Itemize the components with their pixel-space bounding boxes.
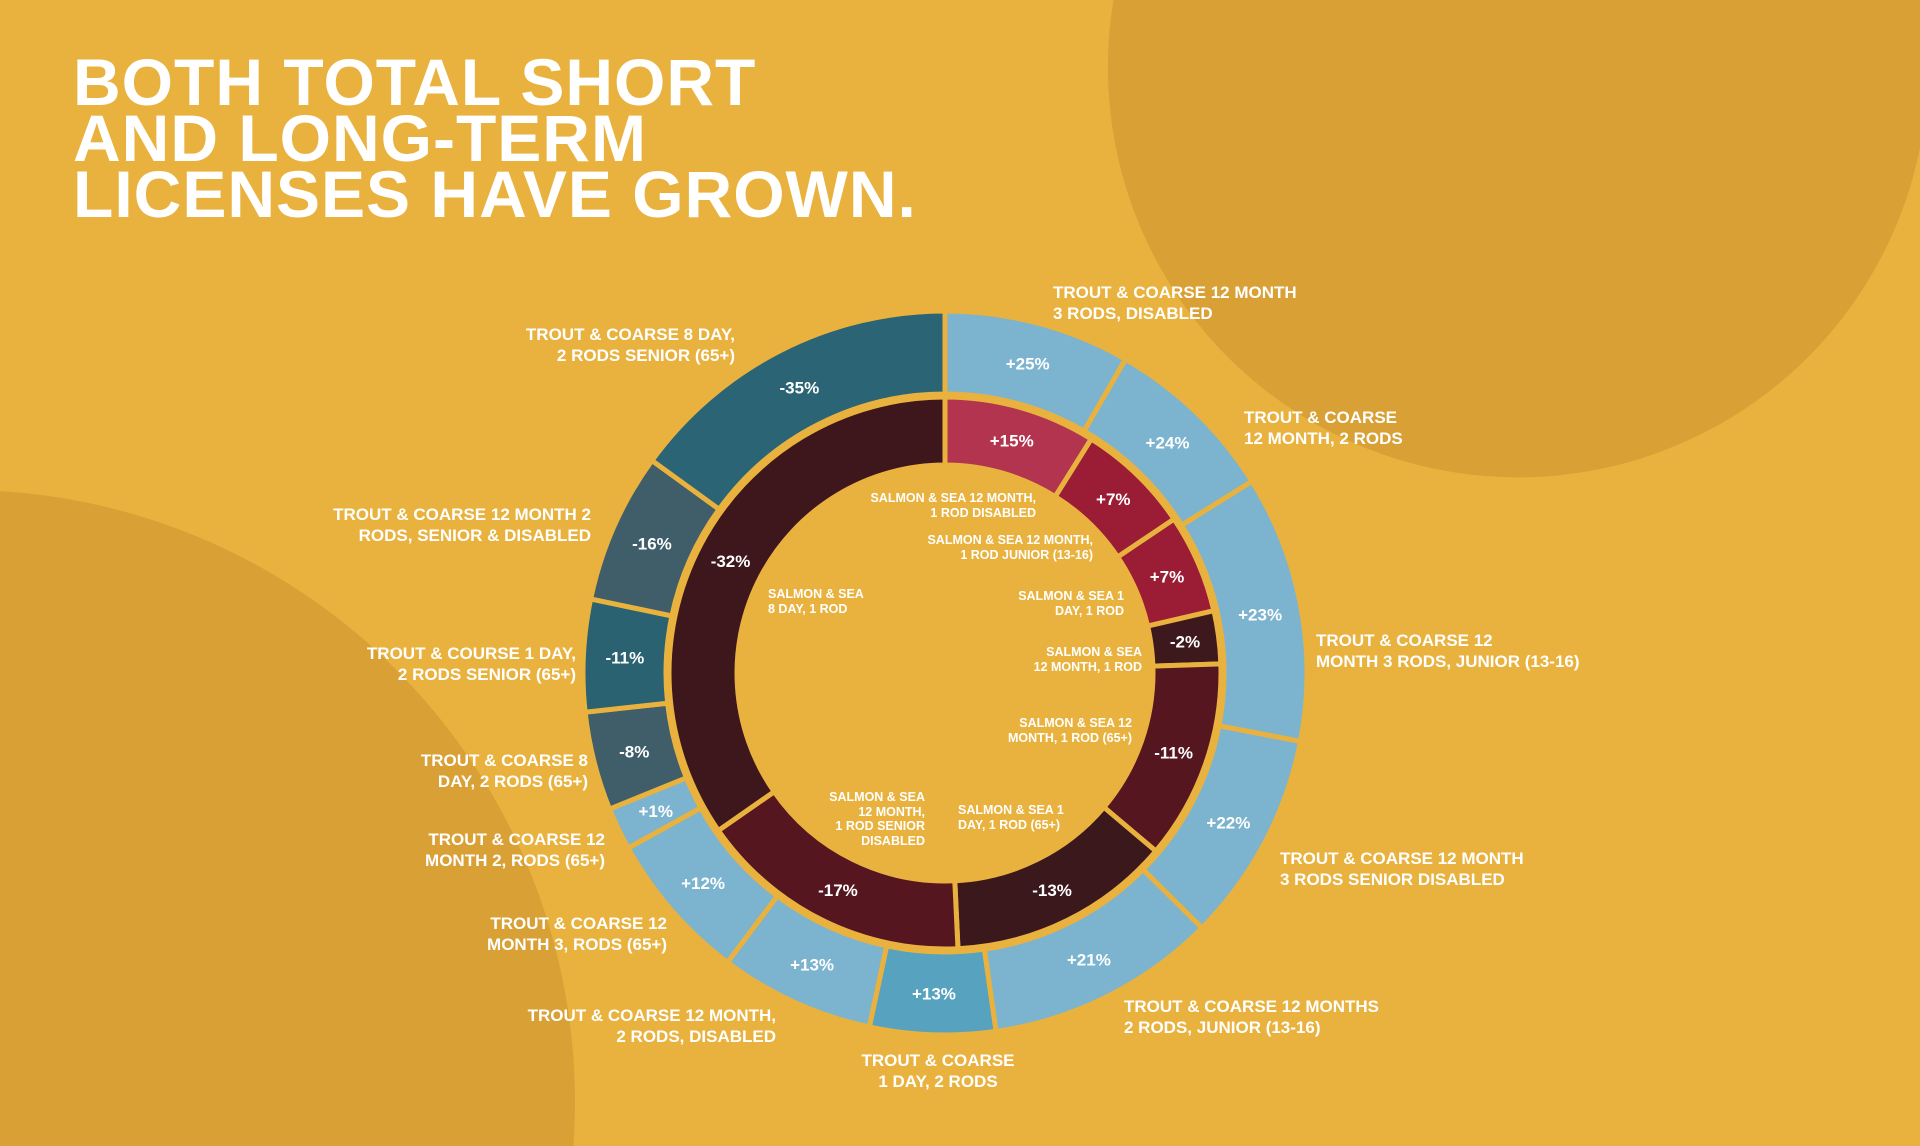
inner-label: SALMON & SEA 12 MONTH, 1 ROD (65+) bbox=[1008, 716, 1132, 745]
outer-percent-label: +13% bbox=[912, 984, 956, 1003]
outer-label: TROUT & COARSE 12 MONTH 3 RODS SENIOR DI… bbox=[1280, 849, 1524, 889]
outer-ring bbox=[580, 308, 1310, 1038]
outer-label: TROUT & COARSE 12 MONTH 2 RODS, SENIOR &… bbox=[333, 505, 591, 545]
outer-label: TROUT & COARSE 12 MONTH 3 RODS, JUNIOR (… bbox=[1316, 631, 1580, 671]
inner-percent-label: +15% bbox=[990, 431, 1034, 450]
outer-label: TROUT & COARSE 12 MONTH 3 RODS, DISABLED bbox=[1053, 283, 1297, 323]
inner-ring bbox=[666, 394, 1224, 952]
percent-labels: +25% +24% +23% +22% +21% +13% +13% +12% +1% -8% -1… bbox=[606, 354, 1283, 1003]
outer-label: TROUT & COARSE 12 MONTH, 2 RODS, DISABLE… bbox=[527, 1006, 776, 1046]
outer-percent-label: +1% bbox=[638, 802, 673, 821]
outer-label: TROUT & COARSE 12 MONTH 2, RODS (65+) bbox=[425, 830, 605, 870]
background-circle-bottom-left bbox=[0, 491, 575, 1146]
inner-percent-label: -32% bbox=[711, 552, 751, 571]
outer-percent-label: +12% bbox=[681, 874, 725, 893]
outer-percent-label: +21% bbox=[1067, 950, 1111, 969]
title-line: BOTH TOTAL SHORT bbox=[73, 45, 757, 119]
inner-percent-label: -17% bbox=[818, 881, 858, 900]
inner-label: SALMON & SEA 1 DAY, 1 ROD bbox=[1018, 589, 1124, 618]
inner-label: SALMON & SEA 12 MONTH, 1 ROD bbox=[1033, 645, 1142, 674]
inner-label: SALMON & SEA 12 MONTH, 1 ROD JUNIOR (13-… bbox=[927, 533, 1093, 562]
outer-percent-label: +22% bbox=[1206, 814, 1250, 833]
inner-label: SALMON & SEA 12 MONTH, 1 ROD SENIOR DISA… bbox=[829, 790, 925, 848]
inner-percent-label: -2% bbox=[1170, 633, 1200, 652]
outer-percent-label: +24% bbox=[1146, 433, 1190, 452]
outer-percent-label: -16% bbox=[632, 534, 672, 553]
inner-percent-label: +7% bbox=[1096, 490, 1131, 509]
outer-percent-label: -8% bbox=[619, 742, 649, 761]
outer-label: TROUT & COARSE 12 MONTH, 2 RODS bbox=[1244, 408, 1403, 448]
outer-percent-label: +23% bbox=[1238, 605, 1282, 624]
outer-label: TROUT & COARSE 12 MONTH 3, RODS (65+) bbox=[487, 914, 667, 954]
outer-segment bbox=[648, 308, 948, 513]
outer-label: TROUT & COURSE 1 DAY, 2 RODS SENIOR (65+… bbox=[366, 644, 576, 684]
inner-label: SALMON & SEA 8 DAY, 1 ROD bbox=[768, 587, 864, 616]
title-line: AND LONG-TERM bbox=[73, 101, 647, 175]
outer-percent-label: -35% bbox=[780, 379, 820, 398]
outer-label: TROUT & COARSE 8 DAY, 2 RODS (65+) bbox=[420, 751, 588, 791]
outer-percent-label: -11% bbox=[606, 648, 645, 667]
outer-label: TROUT & COARSE 12 MONTHS 2 RODS, JUNIOR … bbox=[1124, 997, 1380, 1037]
outer-label: TROUT & COARSE 8 DAY, 2 RODS SENIOR (65+… bbox=[525, 325, 735, 365]
inner-percent-label: -11% bbox=[1154, 743, 1193, 762]
inner-label: SALMON & SEA 12 MONTH, 1 ROD DISABLED bbox=[870, 491, 1036, 520]
outer-percent-label: +13% bbox=[790, 956, 834, 975]
inner-percent-label: -13% bbox=[1032, 881, 1072, 900]
inner-segment bbox=[666, 394, 948, 834]
outer-percent-label: +25% bbox=[1006, 354, 1050, 373]
outer-label: TROUT & COARSE 1 DAY, 2 RODS bbox=[861, 1051, 1015, 1091]
page-title: BOTH TOTAL SHORT AND LONG-TERM LICENSES … bbox=[73, 45, 917, 231]
title-line: LICENSES HAVE GROWN. bbox=[73, 157, 917, 231]
inner-percent-label: +7% bbox=[1150, 568, 1185, 587]
background-circle-top-right bbox=[1107, 0, 1920, 478]
inner-label: SALMON & SEA 1 DAY, 1 ROD (65+) bbox=[958, 803, 1064, 832]
